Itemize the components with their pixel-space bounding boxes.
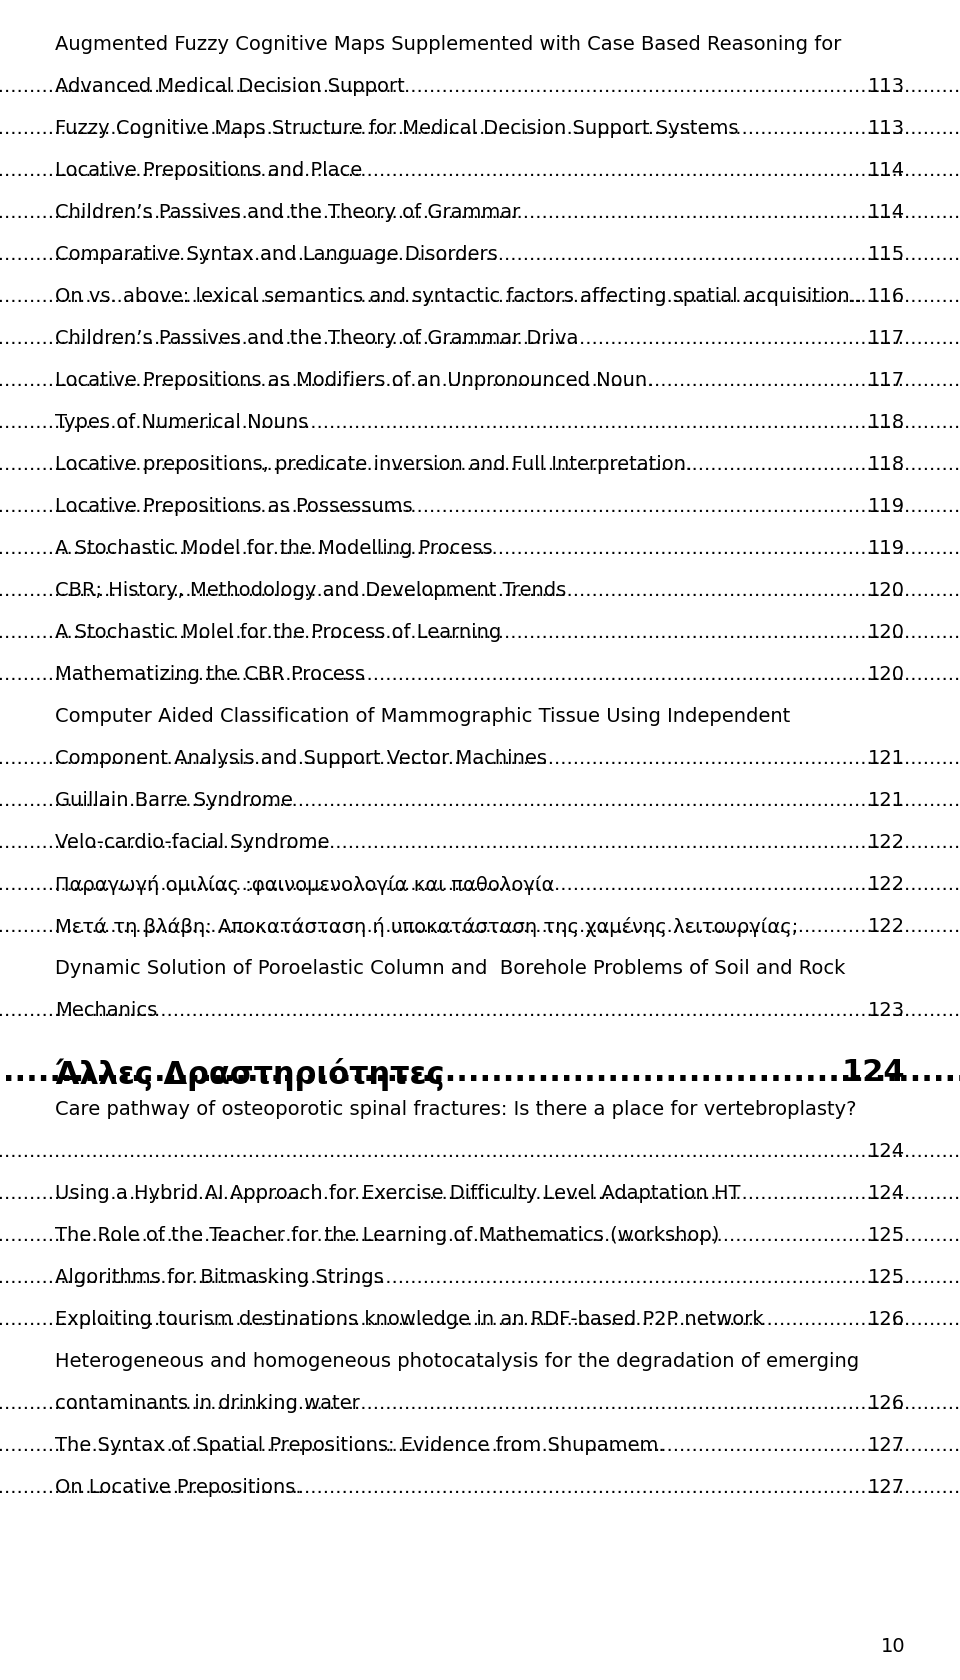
Text: ................................................................................: ........................................… — [0, 1057, 960, 1087]
Text: Locative Prepositions as Possessums: Locative Prepositions as Possessums — [55, 497, 413, 516]
Text: ................................................................................: ........................................… — [0, 161, 960, 180]
Text: 113: 113 — [868, 119, 905, 138]
Text: 114: 114 — [868, 161, 905, 180]
Text: 113: 113 — [868, 77, 905, 96]
Text: ................................................................................: ........................................… — [0, 875, 960, 894]
Text: ................................................................................: ........................................… — [0, 329, 960, 348]
Text: Exploiting tourism destinations knowledge in an RDF-based P2P network: Exploiting tourism destinations knowledg… — [55, 1309, 763, 1329]
Text: A Stochastic Molel for the Process of Learning: A Stochastic Molel for the Process of Le… — [55, 623, 501, 642]
Text: ................................................................................: ........................................… — [0, 665, 960, 684]
Text: ................................................................................: ........................................… — [0, 791, 960, 810]
Text: Comparative Syntax and Language Disorders: Comparative Syntax and Language Disorder… — [55, 245, 497, 264]
Text: 117: 117 — [868, 371, 905, 390]
Text: On vs. above: lexical semantics and syntactic factors affecting spatial acquisit: On vs. above: lexical semantics and synt… — [55, 287, 862, 306]
Text: Component Analysis and Support Vector Machines: Component Analysis and Support Vector Ma… — [55, 749, 547, 768]
Text: 117: 117 — [868, 329, 905, 348]
Text: ................................................................................: ........................................… — [0, 203, 960, 222]
Text: ................................................................................: ........................................… — [0, 119, 960, 138]
Text: ................................................................................: ........................................… — [0, 245, 960, 264]
Text: Locative Prepositions and Place: Locative Prepositions and Place — [55, 161, 362, 180]
Text: ................................................................................: ........................................… — [0, 539, 960, 558]
Text: 126: 126 — [868, 1393, 905, 1413]
Text: Locative Prepositions as Modifiers of an Unpronounced Noun.: Locative Prepositions as Modifiers of an… — [55, 371, 654, 390]
Text: 122: 122 — [868, 833, 905, 852]
Text: ................................................................................: ........................................… — [0, 749, 960, 768]
Text: CBR; History, Methodology and Development Trends: CBR; History, Methodology and Developmen… — [55, 581, 566, 600]
Text: ................................................................................: ........................................… — [0, 1000, 960, 1020]
Text: ................................................................................: ........................................… — [0, 1267, 960, 1287]
Text: ................................................................................: ........................................… — [0, 833, 960, 852]
Text: Types of Numerical Nouns: Types of Numerical Nouns — [55, 413, 308, 432]
Text: 123: 123 — [868, 1000, 905, 1020]
Text: 124: 124 — [841, 1057, 905, 1087]
Text: 120: 120 — [868, 623, 905, 642]
Text: Fuzzy Cognitive Maps Structure for Medical Decision Support Systems: Fuzzy Cognitive Maps Structure for Medic… — [55, 119, 738, 138]
Text: Computer Aided Classification of Mammographic Tissue Using Independent: Computer Aided Classification of Mammogr… — [55, 707, 790, 726]
Text: ................................................................................: ........................................… — [0, 917, 960, 936]
Text: ................................................................................: ........................................… — [0, 1477, 960, 1497]
Text: 118: 118 — [868, 413, 905, 432]
Text: ................................................................................: ........................................… — [0, 413, 960, 432]
Text: ................................................................................: ........................................… — [0, 371, 960, 390]
Text: ................................................................................: ........................................… — [0, 1183, 960, 1203]
Text: 127: 127 — [868, 1477, 905, 1497]
Text: 122: 122 — [868, 875, 905, 894]
Text: 125: 125 — [868, 1225, 905, 1245]
Text: Παραγωγή ομιλίας :φαινομενολογία και παθολογία: Παραγωγή ομιλίας :φαινομενολογία και παθ… — [55, 875, 554, 894]
Text: ................................................................................: ........................................… — [0, 497, 960, 516]
Text: 124: 124 — [868, 1141, 905, 1161]
Text: 121: 121 — [868, 749, 905, 768]
Text: Velo-cardio-facial Syndrome: Velo-cardio-facial Syndrome — [55, 833, 329, 852]
Text: 127: 127 — [868, 1435, 905, 1455]
Text: 120: 120 — [868, 581, 905, 600]
Text: 119: 119 — [868, 539, 905, 558]
Text: Advanced Medical Decision Support: Advanced Medical Decision Support — [55, 77, 405, 96]
Text: ................................................................................: ........................................… — [0, 623, 960, 642]
Text: On Locative Prepositions.: On Locative Prepositions. — [55, 1477, 301, 1497]
Text: Μετά τη βλάβη: Αποκατάσταση ή υποκατάσταση της χαμένης λειτουργίας;: Μετά τη βλάβη: Αποκατάσταση ή υποκατάστα… — [55, 917, 799, 936]
Text: ................................................................................: ........................................… — [0, 77, 960, 96]
Text: ................................................................................: ........................................… — [0, 1309, 960, 1329]
Text: Άλλες Δραστηριότητες: Άλλες Δραστηριότητες — [55, 1057, 444, 1090]
Text: Algorithms for Bitmasking Strings: Algorithms for Bitmasking Strings — [55, 1267, 384, 1287]
Text: Using a Hybrid AI Approach for Exercise Difficulty Level Adaptation HT: Using a Hybrid AI Approach for Exercise … — [55, 1183, 740, 1203]
Text: ................................................................................: ........................................… — [0, 1393, 960, 1413]
Text: Heterogeneous and homogeneous photocatalysis for the degradation of emerging: Heterogeneous and homogeneous photocatal… — [55, 1351, 859, 1371]
Text: 115: 115 — [868, 245, 905, 264]
Text: 125: 125 — [868, 1267, 905, 1287]
Text: Augmented Fuzzy Cognitive Maps Supplemented with Case Based Reasoning for: Augmented Fuzzy Cognitive Maps Supplemen… — [55, 35, 841, 54]
Text: 124: 124 — [868, 1183, 905, 1203]
Text: Dynamic Solution of Poroelastic Column and  Borehole Problems of Soil and Rock: Dynamic Solution of Poroelastic Column a… — [55, 958, 846, 978]
Text: 118: 118 — [868, 455, 905, 474]
Text: ................................................................................: ........................................… — [0, 1225, 960, 1245]
Text: Locative prepositions, predicate inversion and Full Interpretation.: Locative prepositions, predicate inversi… — [55, 455, 692, 474]
Text: Care pathway of osteoporotic spinal fractures: Is there a place for vertebroplas: Care pathway of osteoporotic spinal frac… — [55, 1099, 856, 1119]
Text: Guillain Barre Syndrome: Guillain Barre Syndrome — [55, 791, 293, 810]
Text: ................................................................................: ........................................… — [0, 1141, 960, 1161]
Text: A Stochastic Model for the Modelling Process: A Stochastic Model for the Modelling Pro… — [55, 539, 492, 558]
Text: 10: 10 — [880, 1636, 905, 1655]
Text: The Role of the Teacher for the Learning of Mathematics (workshop): The Role of the Teacher for the Learning… — [55, 1225, 719, 1245]
Text: contaminants in drinking water: contaminants in drinking water — [55, 1393, 360, 1413]
Text: 121: 121 — [868, 791, 905, 810]
Text: 119: 119 — [868, 497, 905, 516]
Text: 120: 120 — [868, 665, 905, 684]
Text: Mechanics: Mechanics — [55, 1000, 157, 1020]
Text: Children’s Passives and the Theory of Grammar: Children’s Passives and the Theory of Gr… — [55, 203, 520, 222]
Text: ................................................................................: ........................................… — [0, 581, 960, 600]
Text: 126: 126 — [868, 1309, 905, 1329]
Text: ................................................................................: ........................................… — [0, 1435, 960, 1455]
Text: 114: 114 — [868, 203, 905, 222]
Text: Mathematizing the CBR Process: Mathematizing the CBR Process — [55, 665, 365, 684]
Text: Children’s Passives and the Theory of Grammar Driva: Children’s Passives and the Theory of Gr… — [55, 329, 578, 348]
Text: 122: 122 — [868, 917, 905, 936]
Text: ................................................................................: ........................................… — [0, 287, 960, 306]
Text: 116: 116 — [868, 287, 905, 306]
Text: The Syntax of Spatial Prepositions: Evidence from Shupamem.: The Syntax of Spatial Prepositions: Evid… — [55, 1435, 664, 1455]
Text: ................................................................................: ........................................… — [0, 455, 960, 474]
